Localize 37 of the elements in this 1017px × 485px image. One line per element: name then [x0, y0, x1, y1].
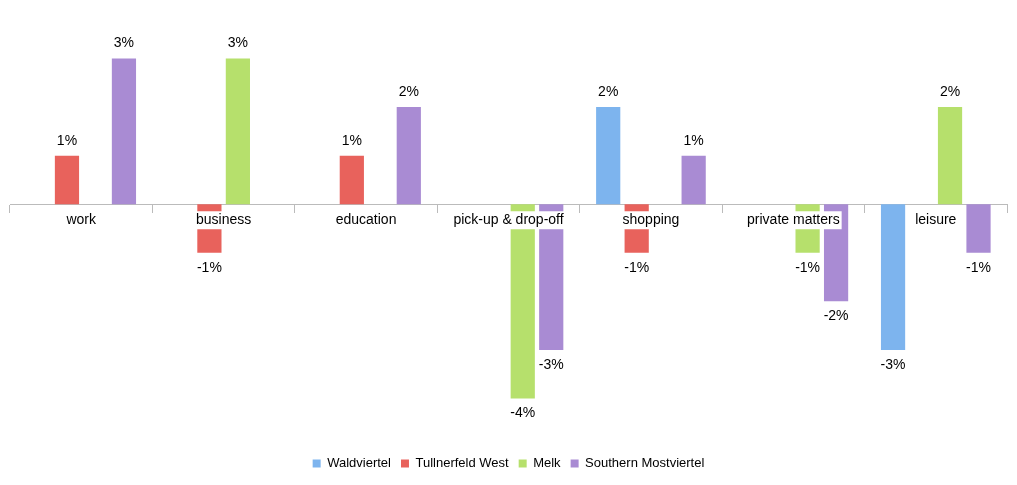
data-label: 1%: [56, 131, 78, 148]
bar: [880, 204, 906, 350]
x-tick-label: private matters: [747, 211, 840, 228]
bar: [111, 58, 137, 205]
data-label: -1%: [966, 258, 991, 275]
data-label: -2%: [823, 307, 849, 324]
bar: [339, 155, 364, 205]
legend-label: Waldviertel: [327, 455, 392, 471]
data-label: -3%: [538, 355, 564, 372]
data-label: 3%: [227, 34, 248, 51]
data-label: -1%: [624, 258, 650, 275]
data-label: -1%: [795, 258, 821, 275]
bar: [681, 155, 706, 205]
legend-label: Melk: [533, 455, 562, 471]
x-tick-label: leisure: [915, 211, 957, 228]
legend-label: Southern Mostviertel: [585, 455, 705, 471]
bar: [966, 204, 991, 253]
bar: [54, 155, 80, 205]
data-label: 1%: [683, 131, 704, 148]
x-tick-label: education: [335, 211, 397, 228]
x-tick-label: business: [196, 211, 252, 228]
data-label: 2%: [398, 82, 419, 99]
data-label: -4%: [510, 404, 536, 421]
x-tick-label: shopping: [622, 211, 680, 228]
data-label: 2%: [939, 82, 961, 99]
bar: [596, 107, 621, 205]
x-tick-label: work: [65, 211, 97, 228]
x-tick-label: pick-up & drop-off: [453, 211, 564, 228]
bar: [396, 107, 421, 205]
data-label: -3%: [880, 355, 906, 372]
data-label: 3%: [113, 34, 135, 51]
data-label: 2%: [598, 82, 619, 99]
bar: [937, 107, 963, 205]
legend-label: Tullnerfeld West: [415, 455, 510, 471]
data-label: 1%: [341, 131, 362, 148]
bar: [225, 58, 250, 205]
data-label: -1%: [196, 258, 222, 275]
